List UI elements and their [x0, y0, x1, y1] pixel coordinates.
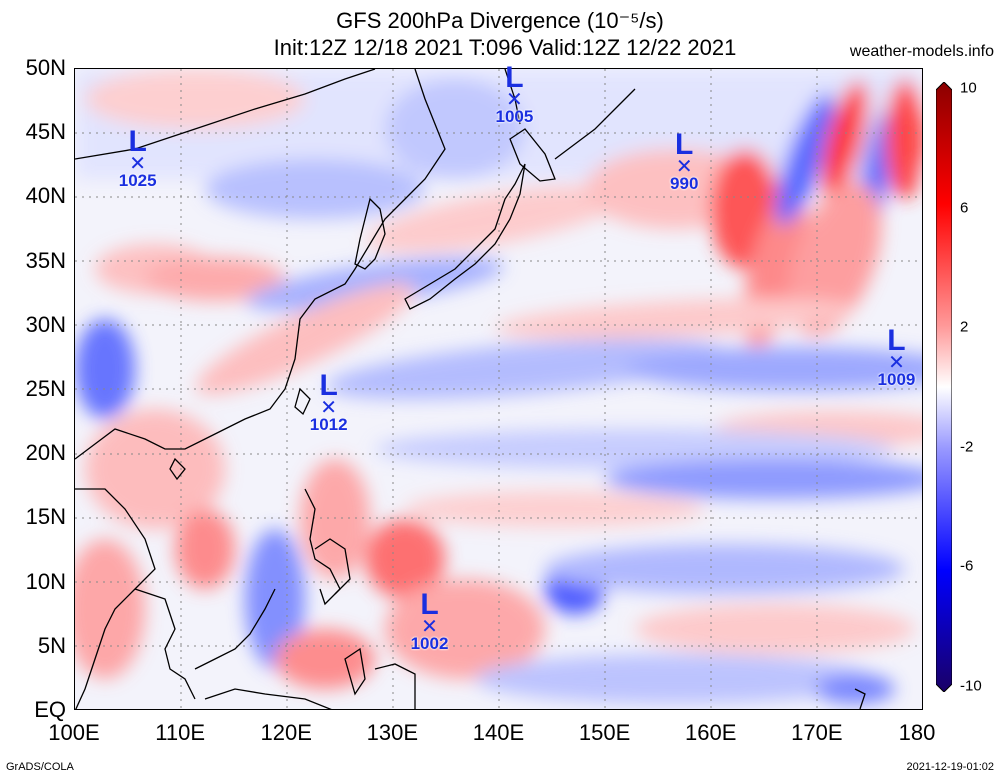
low-symbol: L: [675, 127, 694, 161]
lon-label: 170E: [791, 720, 843, 745]
colorbar-label: -2: [960, 438, 974, 456]
center-cross-icon: ✕: [129, 153, 147, 176]
low-symbol: L: [128, 125, 147, 159]
lat-label: 25N: [25, 376, 66, 401]
lon-label: 180: [898, 720, 936, 745]
pressure-value: 1009: [877, 370, 916, 390]
low-symbol: L: [887, 324, 906, 358]
lon-label: 130E: [366, 720, 419, 745]
lat-label: 5N: [37, 632, 66, 658]
low-pressure-marker: L ✕ 1005: [479, 61, 549, 127]
low-pressure-marker: L ✕ 1009: [861, 324, 931, 390]
center-cross-icon: ✕: [888, 352, 905, 375]
pressure-value: 1005: [495, 107, 534, 127]
lat-label: 45N: [25, 119, 66, 145]
lon-label: 110E: [155, 720, 205, 745]
pressure-value: 1012: [309, 415, 348, 435]
colorbar-label: 6: [960, 199, 969, 217]
gridlines: [75, 69, 922, 709]
chart-title: GFS 200hPa Divergence (10⁻⁵/s): [336, 8, 664, 33]
pressure-value: 990: [670, 173, 699, 193]
low-pressure-marker: L ✕ 1012: [294, 369, 364, 435]
footer-timestamp: 2021-12-19-01:02: [906, 761, 994, 773]
pressure-value: 1025: [118, 171, 157, 191]
divergence-field: [75, 69, 922, 704]
low-pressure-marker: L ✕ 1025: [103, 125, 173, 191]
lat-label: 40N: [25, 183, 66, 209]
low-symbol: L: [505, 61, 524, 95]
colorbar-label: 2: [960, 318, 969, 336]
low-pressure-marker: L ✕ 1002: [395, 587, 465, 653]
center-cross-icon: ✕: [421, 615, 438, 638]
colorbar-label: -10: [960, 677, 982, 695]
pressure-value: 1002: [410, 633, 449, 653]
colorbar-label: 10: [960, 79, 977, 97]
divergence-map: [74, 68, 923, 710]
lat-label: EQ: [34, 697, 66, 722]
center-cross-icon: ✕: [675, 155, 693, 178]
site-credit: weather-models.info: [849, 43, 994, 60]
coastlines: [75, 69, 866, 709]
low-symbol: L: [319, 369, 338, 403]
lat-label: 50N: [25, 55, 66, 80]
lon-label: 100E: [48, 720, 100, 745]
lat-label: 20N: [25, 440, 66, 466]
footer-software: GrADS/COLA: [6, 761, 74, 773]
low-pressure-marker: L ✕ 990: [649, 127, 719, 193]
lat-label: 30N: [25, 311, 66, 337]
map-canvas: [75, 69, 922, 709]
lon-label: 160E: [685, 720, 737, 745]
lat-label: 10N: [25, 568, 66, 594]
chart-subtitle: Init:12Z 12/18 2021 T:096 Valid:12Z 12/2…: [273, 35, 737, 60]
colorbar-label: -6: [960, 557, 974, 575]
lon-label: 140E: [472, 720, 525, 745]
low-symbol: L: [420, 587, 439, 621]
colorbar: [936, 82, 952, 692]
lat-label: 35N: [25, 247, 66, 273]
center-cross-icon: ✕: [320, 397, 338, 420]
lat-label: 15N: [25, 504, 66, 530]
lon-label: 120E: [260, 720, 312, 745]
center-cross-icon: ✕: [506, 89, 523, 112]
lon-label: 150E: [578, 720, 631, 745]
